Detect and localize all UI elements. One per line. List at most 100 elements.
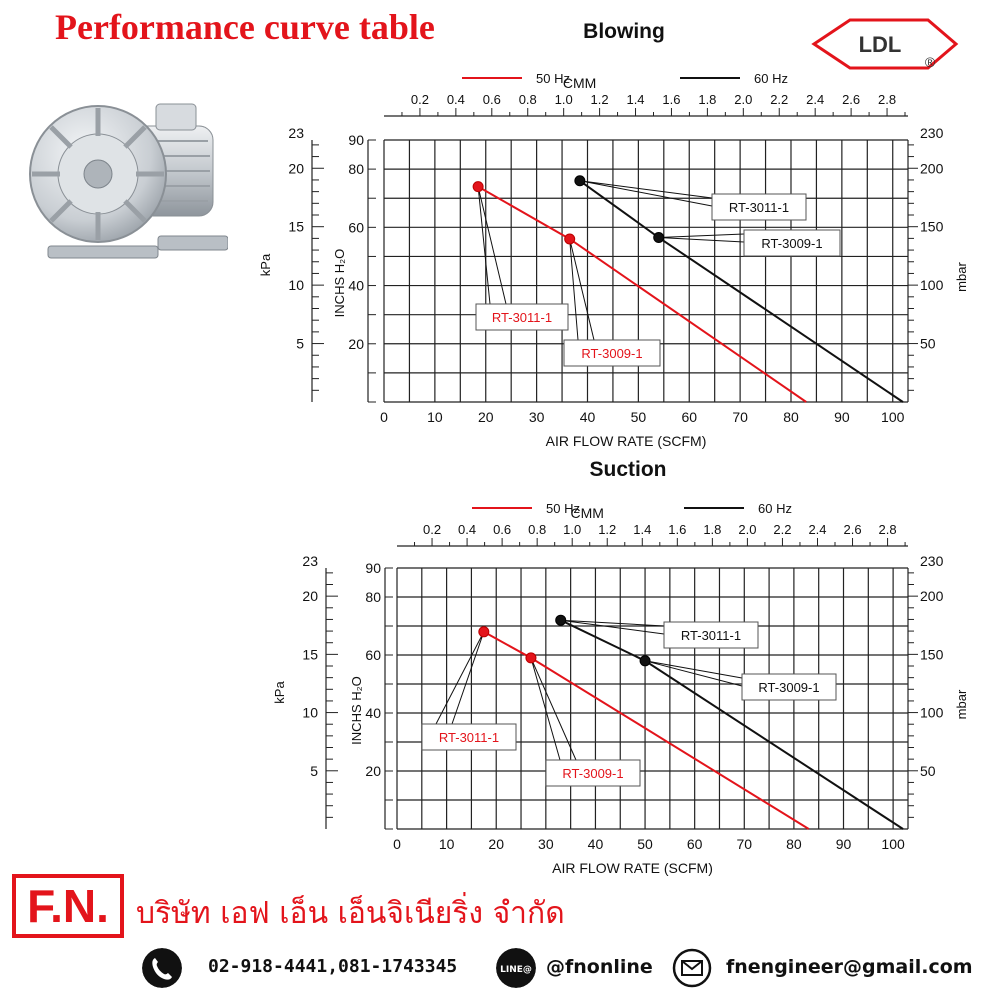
x-tick-label: 50 [631, 409, 647, 425]
annotation-box [741, 673, 837, 701]
cmm-tick-label: 1.2 [598, 522, 616, 537]
cmm-tick-label: 2.0 [738, 522, 756, 537]
legend-label: 60 Hz [754, 71, 788, 86]
cmm-tick-label: 1.0 [555, 92, 573, 107]
annotation-box [743, 229, 841, 257]
annotation-leader [435, 631, 485, 725]
h2o-tick-label: 90 [365, 560, 381, 576]
cmm-tick-label: 2.2 [770, 92, 788, 107]
contact-row: 02-918-4441,081-1743345 LINE@ @fnonline … [142, 944, 992, 992]
cmm-tick-label: 0.6 [493, 522, 511, 537]
suction-chart: Suction 50 Hz 60 Hz 0 10 20 30 40 50 60 70 80 90 100 A… [272, 458, 969, 876]
annotation-leader [477, 186, 507, 305]
cmm-tick-label: 0.4 [458, 522, 476, 537]
mbar-tick-label: 200 [920, 160, 944, 176]
kpa-tick-label: 20 [302, 588, 318, 604]
footer: F.N. บริษัท เอฟ เอ็น เอ็นจิเนียริ่ง จำกั… [0, 868, 1000, 1000]
kpa-tick-label: 20 [288, 160, 304, 176]
x-tick-label: 30 [529, 409, 545, 425]
mbar-tick-label: 150 [920, 646, 944, 662]
series-60hz-line [560, 619, 904, 830]
cmm-tick-label: 2.2 [773, 522, 791, 537]
x-axis-label: AIR FLOW RATE (SCFM) [546, 433, 707, 449]
phone-icon [142, 948, 182, 988]
kpa-tick-label: 5 [310, 763, 318, 779]
annotation-leader [644, 660, 743, 687]
cmm-tick-label: 2.6 [843, 522, 861, 537]
cmm-tick-label: 1.8 [698, 92, 716, 107]
annotation-label: RT-3009-1 [761, 236, 822, 251]
x-tick-label: 60 [687, 836, 703, 852]
cmm-tick-label: 2.8 [879, 522, 897, 537]
x-tick-label: 70 [736, 836, 752, 852]
kpa-axis-title: kPa [258, 253, 273, 276]
kpa-tick-label: 5 [296, 336, 304, 352]
data-point-marker [472, 181, 484, 193]
x-tick-label: 0 [393, 836, 401, 852]
annotation-label: RT-3011-1 [492, 310, 552, 325]
cmm-tick-label: 1.6 [668, 522, 686, 537]
kpa-tick-label: 15 [302, 646, 318, 662]
annotation-label: RT-3011-1 [439, 730, 499, 745]
legend-label: 50 Hz [536, 71, 570, 86]
h2o-tick-label: 40 [348, 278, 364, 294]
data-point-marker [574, 175, 586, 187]
x-tick-label: 10 [427, 409, 443, 425]
mbar-tick-label: 230 [920, 553, 944, 569]
annotation-box [475, 303, 569, 331]
ldl-logo-text: LDL [859, 32, 902, 57]
cmm-tick-label: 1.2 [591, 92, 609, 107]
h2o-axis-title: INCHS H₂O [332, 249, 347, 318]
registered-mark: ® [925, 54, 936, 70]
x-tick-label: 100 [881, 409, 905, 425]
cmm-tick-label: 0.2 [411, 92, 429, 107]
x-axis-label: AIR FLOW RATE (SCFM) [552, 860, 713, 876]
cmm-tick-label: 0.4 [447, 92, 465, 107]
data-point-marker [653, 232, 665, 244]
mbar-tick-label: 50 [920, 336, 936, 352]
x-tick-label: 20 [488, 836, 504, 852]
cmm-tick-label: 1.6 [662, 92, 680, 107]
h2o-tick-label: 20 [348, 336, 364, 352]
mbar-axis-title: mbar [954, 262, 969, 292]
h2o-tick-label: 20 [365, 763, 381, 779]
mbar-tick-label: 100 [920, 277, 944, 293]
phone-number: 02-918-4441,081-1743345 [208, 956, 458, 977]
cmm-tick-label: 0.8 [519, 92, 537, 107]
x-tick-label: 80 [783, 409, 799, 425]
email-icon [672, 948, 712, 988]
x-tick-label: 40 [580, 409, 596, 425]
kpa-tick-label: 15 [288, 219, 304, 235]
kpa-tick-label: 10 [302, 705, 318, 721]
annotation-box [711, 193, 807, 221]
h2o-tick-label: 80 [348, 161, 364, 177]
annotation-leader [579, 180, 713, 207]
kpa-tick-label: 23 [288, 125, 304, 141]
x-tick-label: 0 [380, 409, 388, 425]
cmm-tick-label: 2.0 [734, 92, 752, 107]
h2o-axis-title: INCHS H₂O [349, 676, 364, 745]
mbar-tick-label: 150 [920, 219, 944, 235]
data-point-marker [564, 233, 576, 245]
cmm-tick-label: 0.8 [528, 522, 546, 537]
cmm-tick-label: 1.4 [626, 92, 644, 107]
cmm-tick-label: 1.4 [633, 522, 651, 537]
kpa-axis-title: kPa [272, 681, 287, 704]
annotation-box [563, 339, 661, 367]
cmm-tick-label: 2.4 [808, 522, 826, 537]
mbar-axis-title: mbar [954, 689, 969, 719]
fn-logo: F.N. [12, 874, 124, 938]
x-tick-label: 20 [478, 409, 494, 425]
chart-title: Blowing [583, 20, 665, 43]
annotation-box [663, 621, 759, 649]
company-name: บริษัท เอฟ เอ็น เอ็นจิเนียริ่ง จำกัด [136, 896, 565, 931]
ldl-logo: LDL ® [811, 18, 959, 70]
data-point-marker [555, 614, 567, 626]
cmm-tick-label: 2.4 [806, 92, 824, 107]
annotation-leader [530, 657, 577, 761]
x-tick-label: 60 [681, 409, 697, 425]
email-address: fnengineer@gmail.com [726, 956, 973, 978]
x-tick-label: 40 [588, 836, 604, 852]
cmm-tick-label: 1.0 [563, 522, 581, 537]
x-tick-label: 90 [836, 836, 852, 852]
